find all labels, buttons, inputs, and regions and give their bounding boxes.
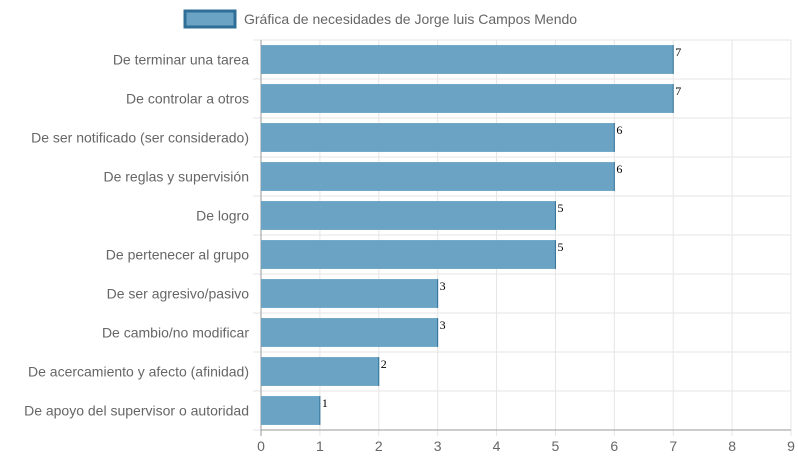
bar[interactable] [261, 84, 674, 113]
bar[interactable] [261, 318, 438, 347]
x-tick-label: 5 [552, 438, 560, 454]
data-label: 7 [675, 45, 681, 59]
chart-legend[interactable]: Gráfica de necesidades de Jorge luis Cam… [183, 9, 577, 29]
x-tick-label: 4 [493, 438, 501, 454]
x-tick-label: 6 [610, 438, 618, 454]
x-tick-label: 8 [728, 438, 736, 454]
legend-swatch [183, 9, 237, 29]
data-label: 1 [322, 396, 328, 410]
x-tick-label: 0 [257, 438, 265, 454]
bar[interactable] [261, 240, 556, 269]
bar[interactable] [261, 162, 615, 191]
data-label: 7 [675, 84, 681, 98]
data-label: 2 [381, 357, 387, 371]
category-label: De pertenecer al grupo [106, 247, 249, 263]
bar[interactable] [261, 201, 556, 230]
data-label: 3 [440, 279, 446, 293]
data-label: 6 [616, 162, 622, 176]
bar[interactable] [261, 357, 379, 386]
x-tick-label: 9 [787, 438, 795, 454]
bar[interactable] [261, 279, 438, 308]
x-tick-label: 2 [375, 438, 383, 454]
legend-label: Gráfica de necesidades de Jorge luis Cam… [244, 11, 577, 27]
x-tick-label: 3 [434, 438, 442, 454]
category-label: De reglas y supervisión [103, 169, 249, 185]
bar[interactable] [261, 123, 615, 152]
data-labels: 7 7 6 6 5 5 3 3 2 1 [322, 45, 681, 410]
bar[interactable] [261, 396, 320, 425]
category-label: De terminar una tarea [113, 52, 249, 68]
data-label: 3 [440, 318, 446, 332]
category-label: De logro [196, 208, 249, 224]
data-label: 6 [616, 123, 622, 137]
category-label: De cambio/no modificar [102, 325, 249, 341]
x-tick-labels: 0 1 2 3 4 5 6 7 8 9 [257, 438, 795, 454]
x-tick-label: 7 [669, 438, 677, 454]
category-label: De ser notificado (ser considerado) [31, 130, 249, 146]
bars [261, 45, 674, 425]
category-label: De ser agresivo/pasivo [107, 286, 250, 302]
x-tick-label: 1 [316, 438, 324, 454]
data-label: 5 [557, 201, 563, 215]
category-label: De acercamiento y afecto (afinidad) [28, 364, 249, 380]
category-label: De apoyo del supervisor o autoridad [24, 403, 249, 419]
category-label: De controlar a otros [126, 91, 249, 107]
bar[interactable] [261, 45, 674, 74]
data-label: 5 [557, 240, 563, 254]
category-labels: De terminar una tarea De controlar a otro… [24, 52, 249, 419]
